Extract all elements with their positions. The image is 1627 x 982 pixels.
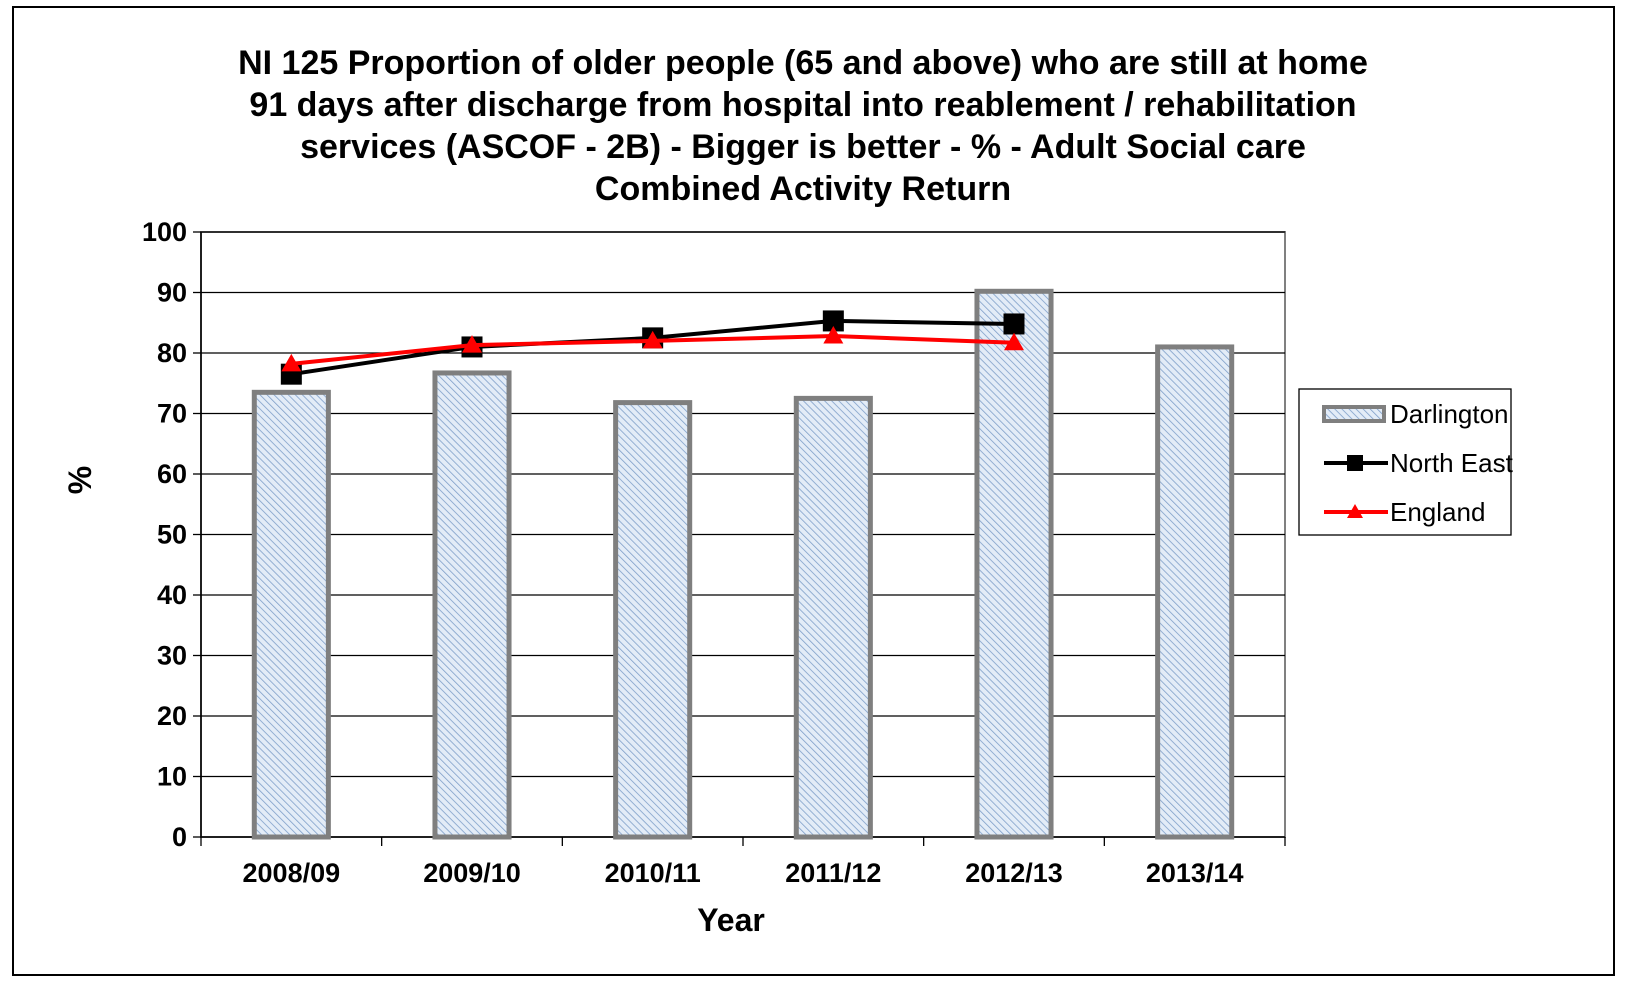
x-tick-label: 2013/14: [1146, 858, 1244, 888]
y-axis: 0 10 20 30 40 50 60 70 80 90 100: [142, 217, 202, 852]
y-tick-label: 30: [157, 641, 187, 671]
chart: NI 125 Proportion of older people (65 an…: [62, 44, 1514, 938]
chart-frame: NI 125 Proportion of older people (65 an…: [12, 6, 1615, 976]
marker-england: [281, 353, 302, 372]
y-tick-label: 90: [157, 278, 187, 308]
chart-title-line-3: services (ASCOF - 2B) - Bigger is better…: [300, 128, 1306, 166]
y-tick-label: 100: [142, 217, 187, 247]
x-axis-title: Year: [697, 902, 765, 938]
bar-darlington: [613, 400, 693, 840]
bar-darlington: [974, 288, 1054, 840]
legend-label-darlington: Darlington: [1390, 399, 1509, 429]
legend-label-north-east: North East: [1390, 448, 1514, 478]
y-tick-label: 20: [157, 701, 187, 731]
marker-north-east: [1003, 313, 1025, 335]
y-axis-title: %: [62, 466, 98, 494]
bar-darlington: [793, 395, 873, 840]
x-axis: 2008/09 2009/10 2010/11 2011/12 2012/13 2013/…: [200, 836, 1286, 888]
y-tick-label: 10: [157, 762, 187, 792]
bar-darlington: [251, 389, 331, 840]
x-tick-label: 2011/12: [785, 858, 881, 888]
chart-title-line-1: NI 125 Proportion of older people (65 an…: [238, 44, 1368, 82]
y-tick-label: 0: [172, 822, 187, 852]
line-series: [280, 310, 1025, 385]
legend-label-england: England: [1390, 497, 1485, 527]
chart-title-line-4: Combined Activity Return: [595, 170, 1011, 208]
chart-title: NI 125 Proportion of older people (65 an…: [238, 44, 1368, 208]
bar-darlington: [1155, 344, 1235, 840]
marker-england: [1004, 332, 1024, 351]
marker-england: [823, 326, 844, 344]
x-tick-label: 2008/09: [243, 858, 341, 888]
x-tick-label: 2010/11: [605, 858, 701, 888]
y-tick-label: 40: [157, 580, 187, 610]
legend-swatch-darlington: [1322, 405, 1386, 423]
marker-england: [462, 335, 482, 353]
gridlines: [201, 231, 1285, 778]
y-tick-label: 80: [157, 338, 187, 368]
x-tick-label: 2009/10: [423, 858, 521, 888]
legend: Darlington North East England: [1298, 388, 1514, 536]
y-tick-label: 70: [157, 399, 187, 429]
x-tick-label: 2012/13: [965, 858, 1063, 888]
bar-series-darlington: [251, 288, 1235, 840]
legend-marker-north-east: [1347, 455, 1363, 471]
marker-england: [642, 330, 663, 349]
y-tick-label: 60: [157, 459, 187, 489]
bar-darlington: [432, 370, 512, 840]
legend-marker-england: [1347, 504, 1363, 518]
chart-title-line-2: 91 days after discharge from hospital in…: [249, 86, 1356, 124]
y-tick-label: 50: [157, 520, 187, 550]
